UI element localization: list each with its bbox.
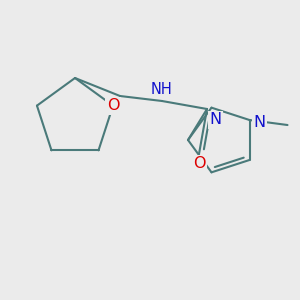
Text: O: O xyxy=(193,157,205,172)
Text: N: N xyxy=(254,115,266,130)
Text: O: O xyxy=(107,98,119,113)
Text: NH: NH xyxy=(151,82,173,97)
Text: N: N xyxy=(209,112,222,127)
